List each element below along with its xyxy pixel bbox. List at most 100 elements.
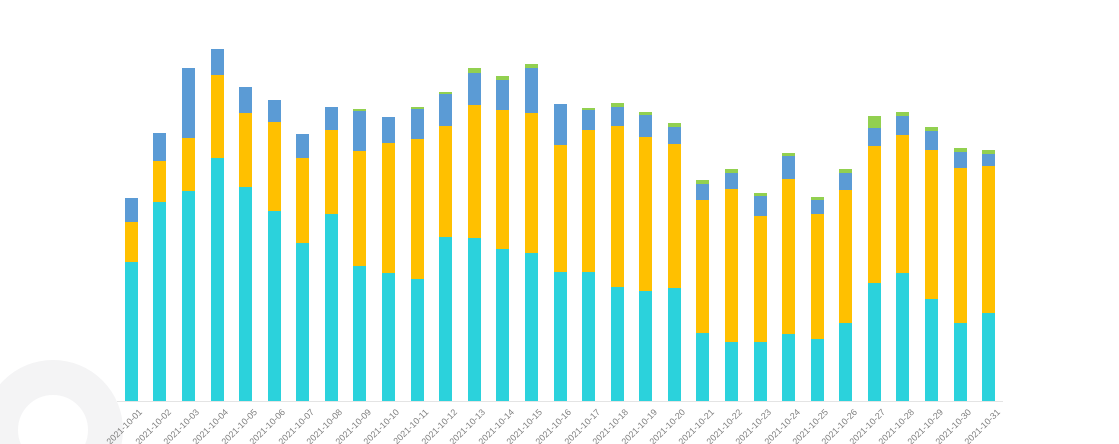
bar-segment-cyan-series[interactable] bbox=[839, 323, 853, 401]
bar-segment-green-series[interactable] bbox=[696, 180, 710, 184]
bar-segment-cyan-series[interactable] bbox=[181, 191, 195, 401]
bar-segment-blue-series[interactable] bbox=[753, 196, 767, 216]
bar-segment-green-series[interactable] bbox=[953, 148, 967, 152]
bar-2021-10-28[interactable] bbox=[896, 112, 910, 401]
bar-segment-yellow-series[interactable] bbox=[153, 161, 167, 202]
bar-segment-cyan-series[interactable] bbox=[410, 279, 424, 401]
bar-segment-yellow-series[interactable] bbox=[353, 151, 367, 266]
bar-segment-yellow-series[interactable] bbox=[925, 150, 939, 299]
bar-segment-blue-series[interactable] bbox=[667, 127, 681, 144]
bar-2021-10-30[interactable] bbox=[953, 148, 967, 401]
bar-segment-blue-series[interactable] bbox=[553, 104, 567, 145]
bar-2021-10-01[interactable] bbox=[124, 198, 138, 401]
bar-segment-cyan-series[interactable] bbox=[953, 323, 967, 401]
bar-2021-10-16[interactable] bbox=[553, 104, 567, 401]
bar-2021-10-11[interactable] bbox=[410, 107, 424, 401]
bar-segment-blue-series[interactable] bbox=[496, 80, 510, 110]
bar-2021-10-22[interactable] bbox=[724, 169, 738, 401]
bar-segment-cyan-series[interactable] bbox=[353, 266, 367, 401]
bar-2021-10-19[interactable] bbox=[639, 112, 653, 401]
bar-segment-yellow-series[interactable] bbox=[382, 143, 396, 273]
bar-segment-cyan-series[interactable] bbox=[296, 243, 310, 401]
bar-segment-yellow-series[interactable] bbox=[953, 168, 967, 323]
bar-segment-yellow-series[interactable] bbox=[239, 113, 253, 187]
bar-segment-blue-series[interactable] bbox=[239, 87, 253, 113]
bar-segment-cyan-series[interactable] bbox=[896, 273, 910, 401]
bar-segment-yellow-series[interactable] bbox=[667, 144, 681, 288]
bar-segment-green-series[interactable] bbox=[353, 109, 367, 111]
bar-segment-blue-series[interactable] bbox=[267, 100, 281, 122]
bar-segment-yellow-series[interactable] bbox=[124, 222, 138, 262]
bar-2021-10-27[interactable] bbox=[867, 116, 881, 401]
bar-segment-cyan-series[interactable] bbox=[524, 253, 538, 401]
bar-segment-yellow-series[interactable] bbox=[296, 158, 310, 243]
bar-2021-10-21[interactable] bbox=[696, 180, 710, 401]
bar-segment-green-series[interactable] bbox=[753, 193, 767, 196]
bar-segment-blue-series[interactable] bbox=[467, 73, 481, 105]
bar-segment-green-series[interactable] bbox=[496, 76, 510, 80]
bar-segment-cyan-series[interactable] bbox=[439, 237, 453, 401]
bar-2021-10-10[interactable] bbox=[382, 117, 396, 401]
bar-segment-cyan-series[interactable] bbox=[724, 342, 738, 401]
bar-segment-cyan-series[interactable] bbox=[496, 249, 510, 401]
bar-segment-cyan-series[interactable] bbox=[382, 273, 396, 401]
bar-segment-blue-series[interactable] bbox=[124, 198, 138, 222]
bar-segment-blue-series[interactable] bbox=[953, 152, 967, 168]
bar-segment-green-series[interactable] bbox=[439, 92, 453, 94]
bar-segment-yellow-series[interactable] bbox=[181, 138, 195, 191]
bar-2021-10-05[interactable] bbox=[239, 87, 253, 401]
bar-2021-10-20[interactable] bbox=[667, 123, 681, 401]
bar-segment-blue-series[interactable] bbox=[782, 156, 796, 179]
bar-segment-green-series[interactable] bbox=[839, 169, 853, 173]
bar-segment-yellow-series[interactable] bbox=[496, 110, 510, 249]
bar-segment-blue-series[interactable] bbox=[296, 134, 310, 158]
bar-segment-yellow-series[interactable] bbox=[324, 130, 338, 214]
bar-segment-blue-series[interactable] bbox=[181, 68, 195, 138]
bar-2021-10-03[interactable] bbox=[181, 68, 195, 401]
bar-2021-10-29[interactable] bbox=[925, 127, 939, 401]
bar-segment-blue-series[interactable] bbox=[867, 128, 881, 146]
bar-2021-10-06[interactable] bbox=[267, 100, 281, 401]
bar-segment-cyan-series[interactable] bbox=[553, 272, 567, 401]
bar-segment-blue-series[interactable] bbox=[696, 184, 710, 200]
bar-segment-green-series[interactable] bbox=[667, 123, 681, 127]
bar-segment-blue-series[interactable] bbox=[410, 109, 424, 139]
bar-segment-green-series[interactable] bbox=[782, 153, 796, 156]
bar-segment-cyan-series[interactable] bbox=[867, 283, 881, 401]
bar-segment-green-series[interactable] bbox=[982, 150, 996, 154]
bar-2021-10-07[interactable] bbox=[296, 134, 310, 401]
bar-segment-cyan-series[interactable] bbox=[124, 262, 138, 401]
bar-segment-yellow-series[interactable] bbox=[696, 200, 710, 333]
bar-segment-yellow-series[interactable] bbox=[439, 126, 453, 237]
bar-2021-10-08[interactable] bbox=[324, 107, 338, 401]
bar-segment-yellow-series[interactable] bbox=[553, 145, 567, 272]
bar-segment-cyan-series[interactable] bbox=[667, 288, 681, 401]
bar-segment-blue-series[interactable] bbox=[724, 173, 738, 189]
bar-segment-yellow-series[interactable] bbox=[724, 189, 738, 342]
bar-segment-yellow-series[interactable] bbox=[267, 122, 281, 211]
bar-segment-blue-series[interactable] bbox=[210, 49, 224, 75]
bar-2021-10-13[interactable] bbox=[467, 68, 481, 401]
bar-segment-green-series[interactable] bbox=[582, 108, 596, 110]
bar-segment-cyan-series[interactable] bbox=[982, 313, 996, 401]
bar-segment-cyan-series[interactable] bbox=[610, 287, 624, 401]
bar-segment-cyan-series[interactable] bbox=[267, 211, 281, 401]
bar-segment-blue-series[interactable] bbox=[153, 133, 167, 161]
bar-segment-blue-series[interactable] bbox=[810, 200, 824, 214]
bar-segment-yellow-series[interactable] bbox=[524, 113, 538, 253]
bar-segment-blue-series[interactable] bbox=[582, 110, 596, 130]
bar-2021-10-18[interactable] bbox=[610, 103, 624, 401]
bar-segment-cyan-series[interactable] bbox=[582, 272, 596, 401]
bar-segment-green-series[interactable] bbox=[810, 197, 824, 200]
bar-segment-blue-series[interactable] bbox=[324, 107, 338, 130]
bar-2021-10-09[interactable] bbox=[353, 109, 367, 401]
bar-2021-10-12[interactable] bbox=[439, 92, 453, 401]
bar-segment-cyan-series[interactable] bbox=[153, 202, 167, 401]
bar-segment-blue-series[interactable] bbox=[839, 173, 853, 190]
bar-segment-yellow-series[interactable] bbox=[896, 135, 910, 273]
bar-segment-green-series[interactable] bbox=[896, 112, 910, 116]
bar-segment-cyan-series[interactable] bbox=[324, 214, 338, 401]
bar-segment-blue-series[interactable] bbox=[639, 115, 653, 137]
bar-2021-10-04[interactable] bbox=[210, 49, 224, 401]
bar-segment-cyan-series[interactable] bbox=[810, 339, 824, 401]
